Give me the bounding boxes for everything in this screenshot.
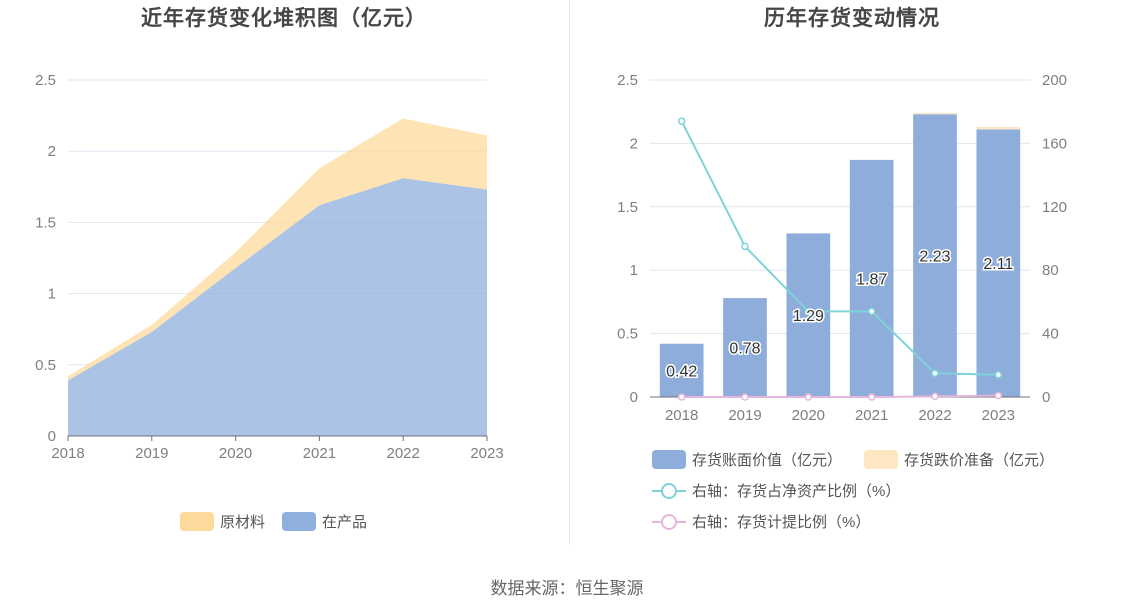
area-series-raw-materials xyxy=(68,118,487,381)
left-chart-title: 近年存货变化堆积图（亿元） xyxy=(141,7,427,30)
y-tick-label: 2.5 xyxy=(35,72,56,89)
y-tick-label: 1 xyxy=(630,262,638,279)
bar-book-value xyxy=(786,233,831,397)
legend-swatch xyxy=(282,512,316,531)
line-point xyxy=(677,393,686,401)
right-chart-title: 历年存货变动情况 xyxy=(764,7,940,30)
x-tick-label: 2020 xyxy=(792,407,825,424)
y-tick-label: 2 xyxy=(48,143,56,160)
line-point xyxy=(741,393,749,401)
bar-value-label: 2.23 xyxy=(919,249,950,266)
y-tick-label: 2.5 xyxy=(617,72,638,89)
y-tick-label: 1 xyxy=(48,286,56,303)
bar-provision xyxy=(913,112,957,115)
legend-swatch xyxy=(180,512,214,531)
stacked-area-chart: 0 0.5 1 1.5 2 2.5 2018 2019 2020 2021 2022 2023 原材料 在… xyxy=(35,72,504,531)
x-tick-label: 2022 xyxy=(387,445,420,462)
line-net-asset-ratio xyxy=(680,120,999,376)
bar-value-label: 1.87 xyxy=(856,271,887,288)
line-point xyxy=(677,117,686,125)
inventory-change-chart-panel: 历年存货变动情况 0 0.5 1 1.5 2 2.5 0 40 80 120 160 200 2018 2… xyxy=(570,0,1134,545)
legend-line-marker xyxy=(661,514,677,530)
legend-label: 右轴：存货占净资产比例（%） xyxy=(692,483,900,500)
x-tick-label: 2021 xyxy=(855,407,888,424)
y2-tick-label: 0 xyxy=(1042,389,1050,406)
x-tick-label: 2021 xyxy=(303,445,336,462)
y-tick-label: 2 xyxy=(630,135,638,152)
y-tick-label: 1.5 xyxy=(617,199,638,216)
x-tick-label: 2018 xyxy=(51,445,84,462)
y2-tick-label: 80 xyxy=(1042,262,1059,279)
panel-divider xyxy=(569,0,570,545)
stacked-area-chart-panel: 近年存货变化堆积图（亿元） 0 0.5 1 1.5 2 2.5 2018 2019 2020 20… xyxy=(0,0,568,545)
bar-book-value xyxy=(723,298,767,397)
legend-line-marker xyxy=(661,483,677,499)
y2-tick-label: 200 xyxy=(1042,72,1067,89)
area-series-work-in-progress xyxy=(68,178,487,437)
data-source: 数据来源：恒生聚源 xyxy=(490,579,644,598)
y-tick-label: 1.5 xyxy=(35,214,56,231)
inventory-bar-line-chart: 0 0.5 1 1.5 2 2.5 0 40 80 120 160 200 2018 2019 2020 20… xyxy=(617,72,1067,531)
line-point xyxy=(994,371,1003,379)
bar-book-value xyxy=(913,114,957,398)
bar-value-label: 0.78 xyxy=(729,341,760,358)
y-tick-label: 0 xyxy=(630,389,638,406)
x-tick-label: 2020 xyxy=(219,445,252,462)
legend-label: 存货账面价值（亿元） xyxy=(692,452,842,469)
legend-label: 存货跌价准备（亿元） xyxy=(904,452,1054,469)
y-tick-label: 0.5 xyxy=(617,326,638,343)
line-point xyxy=(804,393,813,401)
line-point xyxy=(931,392,939,401)
line-provision-ratio xyxy=(681,394,999,398)
bar-value-label: 2.11 xyxy=(983,256,1013,273)
y2-tick-label: 120 xyxy=(1042,199,1067,216)
x-tick-label: 2019 xyxy=(728,407,761,424)
y2-tick-label: 40 xyxy=(1042,326,1059,343)
line-point xyxy=(804,307,813,316)
line-point xyxy=(867,307,876,316)
bar-value-label: 0.42 xyxy=(666,363,697,380)
x-tick-label: 2018 xyxy=(665,407,698,424)
line-point xyxy=(741,242,749,251)
legend-swatch xyxy=(864,450,898,469)
line-point xyxy=(867,393,876,401)
legend-swatch xyxy=(652,450,686,469)
line-point xyxy=(994,391,1003,400)
legend-label: 在产品 xyxy=(322,514,367,531)
bar-value-label: 1.29 xyxy=(793,308,824,325)
line-point xyxy=(931,369,939,377)
legend-label: 右轴：存货计提比例（%） xyxy=(692,514,870,531)
bar-book-value xyxy=(659,343,704,397)
y-tick-label: 0.5 xyxy=(35,357,56,374)
x-tick-label: 2023 xyxy=(470,445,503,462)
legend-label: 原材料 xyxy=(220,514,265,531)
bar-book-value xyxy=(849,159,894,397)
x-tick-label: 2023 xyxy=(982,407,1015,424)
x-tick-label: 2019 xyxy=(135,445,168,462)
y-tick-label: 0 xyxy=(48,428,56,445)
x-tick-label: 2022 xyxy=(918,407,951,424)
bar-provision xyxy=(976,126,1021,130)
bar-book-value xyxy=(976,129,1021,397)
y2-tick-label: 160 xyxy=(1042,135,1067,152)
